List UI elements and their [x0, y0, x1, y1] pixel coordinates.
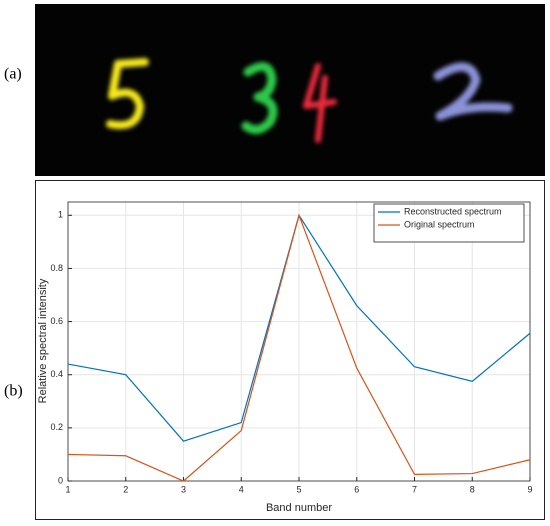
- x-tick-label: 8: [470, 484, 475, 494]
- x-tick-label: 5: [296, 484, 301, 494]
- legend-label: Original spectrum: [404, 219, 475, 229]
- axes-box: [67, 201, 531, 482]
- y-tick-label: 0.2: [50, 422, 63, 432]
- data-line: [67, 213, 531, 482]
- legend-box: [373, 203, 525, 243]
- panel-label: (b): [4, 383, 23, 400]
- x-axis-label: Band number: [266, 502, 332, 514]
- x-tick-label: 7: [412, 484, 417, 494]
- x-tick-label: 6: [354, 484, 359, 494]
- y-tick-label: 1: [58, 210, 63, 220]
- panel-label: (a): [4, 66, 22, 83]
- y-tick-label: 0.8: [50, 263, 63, 273]
- x-tick-label: 4: [239, 484, 244, 494]
- y-tick-label: 0.6: [50, 316, 63, 326]
- x-tick-label: 2: [123, 484, 128, 494]
- y-tick-label: 0.4: [50, 369, 63, 379]
- x-tick-label: 3: [181, 484, 186, 494]
- digit-strokes: [106, 58, 513, 143]
- x-tick-label: 1: [65, 484, 70, 494]
- x-tick-label: 9: [527, 484, 532, 494]
- y-tick-label: 0: [58, 475, 63, 485]
- legend-label: Reconstructed spectrum: [404, 206, 502, 216]
- y-axis-label: Relative spectral intensity: [37, 278, 49, 403]
